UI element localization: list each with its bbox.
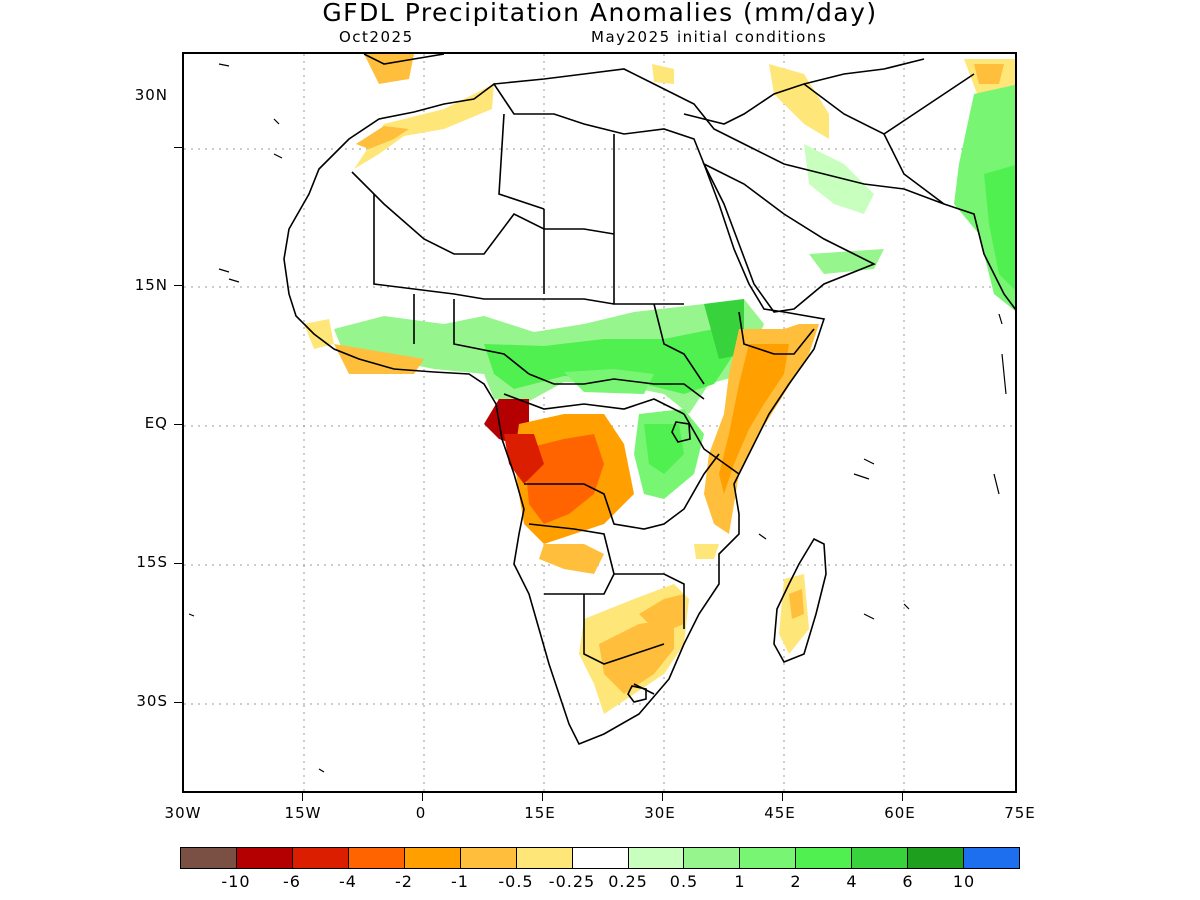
legend-swatch [181,848,237,868]
lon-label-60e: 60E [884,804,916,822]
legend-swatch [740,848,797,868]
legend-label: 0.5 [669,872,699,891]
legend-swatch [460,848,517,868]
legend-label: 1 [734,872,746,891]
legend-swatch [684,848,741,868]
lon-tick [302,793,303,801]
legend-swatch [852,848,909,868]
legend-swatch [292,848,349,868]
lat-tick [174,147,182,148]
legend-swatch [516,848,573,868]
lon-label-15e: 15E [524,804,556,822]
lat-tick [174,285,182,286]
lon-label-15w: 15W [284,804,322,822]
lon-label-45e: 45E [764,804,796,822]
legend-label: 10 [952,872,976,891]
legend-label: 0.25 [608,872,648,891]
legend-swatch [572,848,629,868]
lon-label-0: 0 [415,804,427,822]
islands [188,63,1007,773]
lat-label-30s: 30S [136,692,168,710]
lat-tick [174,424,182,425]
lat-label-30n: 30N [134,86,168,104]
legend-swatch [628,848,685,868]
legend-label: -4 [339,872,357,891]
legend-swatch [348,848,405,868]
legend-label: 2 [790,872,802,891]
legend-swatch [964,848,1020,868]
lon-tick [782,793,783,801]
precipitation-map [182,52,1017,793]
legend-label: -10 [221,872,251,891]
map-canvas [184,54,1015,791]
legend-label: 4 [846,872,858,891]
color-legend [180,847,1020,869]
lon-tick [542,793,543,801]
lat-label-15s: 15S [136,553,168,571]
lon-tick [662,793,663,801]
coastlines [283,54,1015,746]
legend-label: -0.5 [498,872,534,891]
lon-label-30e: 30E [644,804,676,822]
lat-label-eq: EQ [144,414,168,432]
lon-label-30w: 30W [164,804,202,822]
legend-label: -0.25 [548,872,596,891]
lon-tick [902,793,903,801]
lon-label-75e: 75E [1004,804,1036,822]
map-title: GFDL Precipitation Anomalies (mm/day) [322,0,878,27]
lat-tick [174,702,182,703]
initial-conditions-label: May2025 initial conditions [591,28,828,46]
legend-swatch [236,848,293,868]
lon-tick [422,793,423,801]
legend-label: -2 [395,872,413,891]
legend-label: -6 [283,872,301,891]
legend-swatch [796,848,853,868]
lat-label-15n: 15N [134,276,168,294]
legend-label: 6 [902,872,914,891]
forecast-month: Oct2025 [339,28,414,46]
legend-label: -1 [451,872,469,891]
legend-swatch [404,848,461,868]
lat-tick [174,563,182,564]
legend-swatch [908,848,965,868]
